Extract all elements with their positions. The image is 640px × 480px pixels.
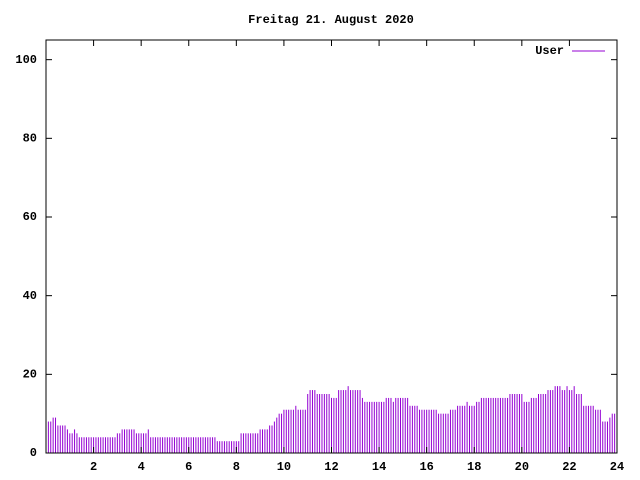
y-tick-label: 100 — [15, 53, 37, 67]
y-tick-label: 60 — [23, 210, 37, 224]
x-tick-label: 10 — [277, 460, 291, 474]
x-tick-label: 12 — [324, 460, 338, 474]
y-tick-label: 20 — [23, 368, 37, 382]
x-tick-label: 2 — [90, 460, 97, 474]
x-tick-label: 4 — [138, 460, 145, 474]
x-tick-label: 20 — [515, 460, 529, 474]
x-tick-label: 14 — [372, 460, 386, 474]
y-tick-label: 0 — [30, 446, 37, 460]
legend-label: User — [535, 44, 564, 58]
x-tick-label: 8 — [233, 460, 240, 474]
y-tick-label: 80 — [23, 132, 37, 146]
x-tick-label: 24 — [610, 460, 624, 474]
x-tick-label: 6 — [185, 460, 192, 474]
y-tick-label: 40 — [23, 289, 37, 303]
chart-title: Freitag 21. August 2020 — [248, 13, 414, 27]
x-tick-label: 22 — [562, 460, 576, 474]
x-tick-label: 16 — [419, 460, 433, 474]
x-tick-label: 18 — [467, 460, 481, 474]
